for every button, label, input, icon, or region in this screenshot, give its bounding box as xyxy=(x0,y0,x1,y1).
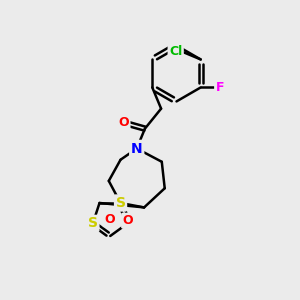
Text: S: S xyxy=(88,216,98,230)
Text: N: N xyxy=(131,142,142,155)
Text: Cl: Cl xyxy=(169,45,182,58)
Text: N: N xyxy=(131,142,142,155)
Text: O: O xyxy=(104,213,115,226)
Text: O: O xyxy=(118,116,129,129)
Text: F: F xyxy=(216,81,224,94)
Text: O: O xyxy=(123,214,133,227)
Text: S: S xyxy=(116,196,126,210)
